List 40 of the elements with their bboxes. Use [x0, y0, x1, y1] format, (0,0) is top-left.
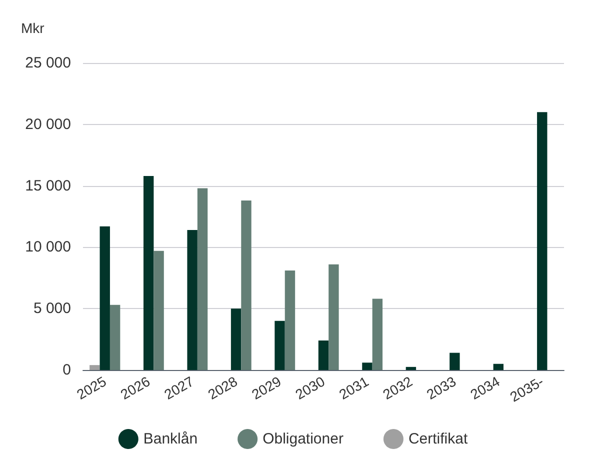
y-tick-label: 0 [62, 362, 71, 378]
x-tick-label: 2033 [424, 372, 459, 402]
y-tick-label: 20 000 [25, 116, 71, 133]
x-tick-label: 2035- [507, 372, 546, 405]
bar [493, 364, 504, 370]
bar [90, 365, 100, 370]
y-tick-label: 5 000 [33, 300, 71, 318]
bar [537, 112, 548, 370]
bar [154, 250, 164, 370]
legend-label: Obligationer [262, 430, 344, 448]
bar [143, 176, 154, 370]
x-tick-label: 2027 [161, 372, 196, 402]
legend-label: Certifikat [408, 430, 468, 448]
bar [318, 340, 329, 370]
legend-label: Banklån [143, 430, 198, 448]
bar [274, 320, 285, 370]
x-tick-label: 2034 [467, 372, 503, 402]
x-tick-label: 2032 [380, 372, 416, 402]
bar [100, 226, 110, 370]
bar [362, 362, 372, 370]
bar [187, 230, 198, 370]
y-tick-label: 10 000 [25, 238, 71, 256]
bar [110, 304, 120, 370]
x-tick-label: 2026 [118, 372, 153, 402]
y-tick-label: 15 000 [25, 177, 71, 194]
x-tick-label: 2029 [248, 372, 284, 402]
bar [197, 188, 208, 370]
bar [230, 308, 242, 370]
x-tick-label: 2030 [292, 372, 328, 402]
x-tick-label: 2028 [205, 372, 240, 402]
y-axis-title: Mkr [21, 20, 45, 36]
y-tick-label: 25 000 [25, 54, 71, 72]
bar [328, 264, 339, 370]
x-tick-label: 2031 [336, 372, 372, 402]
bar [450, 352, 460, 370]
bar [372, 298, 383, 370]
bar [241, 200, 252, 370]
bar [284, 270, 296, 370]
bar [406, 366, 416, 370]
x-tick-label: 2025 [74, 372, 110, 402]
